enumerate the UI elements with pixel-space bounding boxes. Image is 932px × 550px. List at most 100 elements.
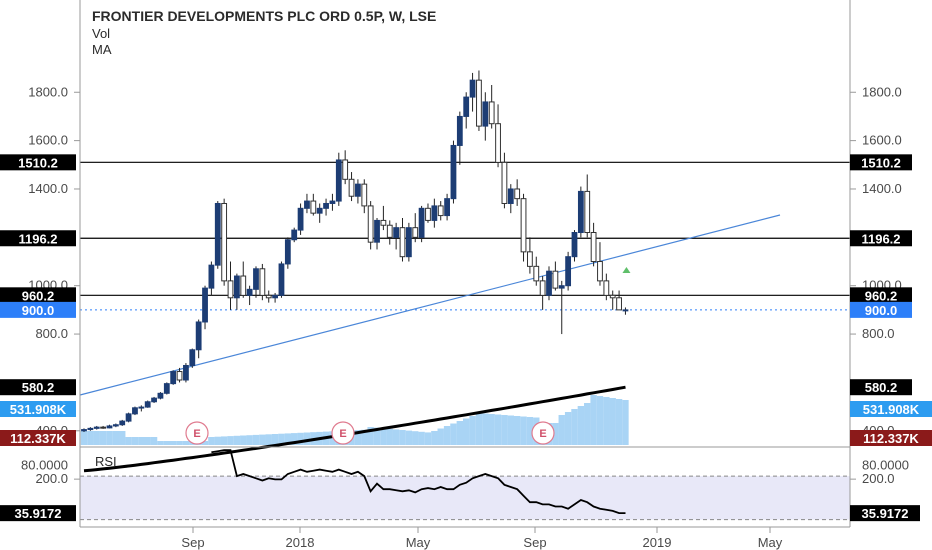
candle-up[interactable]	[189, 349, 196, 366]
earnings-marker[interactable]	[185, 421, 209, 445]
candle-down[interactable]	[425, 207, 431, 221]
candle-down[interactable]	[412, 227, 419, 238]
candle-down[interactable]	[552, 270, 559, 289]
candle-up[interactable]	[112, 424, 119, 427]
candle-down[interactable]	[240, 275, 247, 296]
trend-line[interactable]	[79, 214, 781, 396]
candle-down[interactable]	[361, 183, 368, 207]
volume-label-right: 531.908K	[863, 402, 920, 417]
candle-down[interactable]	[342, 159, 349, 180]
volume-indicator-label[interactable]: Vol	[92, 26, 110, 41]
candle-down[interactable]	[100, 426, 107, 429]
candle-up[interactable]	[183, 364, 189, 381]
candle-down[interactable]	[527, 251, 533, 267]
candle-up[interactable]	[208, 264, 215, 289]
price-label-left-bg	[0, 301, 76, 318]
candle-down[interactable]	[584, 190, 591, 234]
candle-up[interactable]	[571, 232, 578, 258]
candle-down[interactable]	[514, 188, 521, 200]
candle-up[interactable]	[278, 263, 285, 296]
candle-up[interactable]	[374, 219, 380, 243]
candle-up[interactable]	[195, 321, 202, 351]
candle-up[interactable]	[444, 198, 450, 217]
candle-up[interactable]	[316, 207, 323, 214]
candle-up[interactable]	[144, 401, 151, 408]
candle-up[interactable]	[463, 96, 470, 117]
candle-up[interactable]	[507, 188, 514, 204]
candle-down[interactable]	[520, 198, 527, 253]
candle-down[interactable]	[348, 178, 355, 197]
rsi-pane[interactable]: RSI	[80, 449, 850, 521]
candle-down[interactable]	[603, 280, 610, 296]
candle-down[interactable]	[310, 200, 317, 214]
candle-up[interactable]	[125, 413, 132, 422]
candle-up[interactable]	[558, 285, 565, 289]
candle-down[interactable]	[488, 101, 495, 125]
candle-up[interactable]	[202, 287, 208, 323]
earnings-marker[interactable]	[331, 421, 355, 445]
candle-up[interactable]	[405, 227, 412, 258]
candle-up[interactable]	[138, 406, 145, 409]
candle-down[interactable]	[380, 219, 387, 226]
candle-down[interactable]	[176, 371, 183, 381]
volume-bar	[437, 428, 444, 445]
candle-up[interactable]	[119, 420, 126, 426]
candle-down[interactable]	[399, 227, 406, 258]
candle-down[interactable]	[437, 205, 444, 217]
candle-up[interactable]	[393, 227, 400, 238]
candle-up[interactable]	[335, 159, 342, 202]
candle-down[interactable]	[609, 294, 616, 299]
candle-down[interactable]	[539, 280, 546, 296]
candle-up[interactable]	[482, 101, 489, 127]
candle-up[interactable]	[151, 397, 157, 403]
ma-indicator-label[interactable]: MA	[92, 42, 112, 57]
candle-up[interactable]	[431, 205, 438, 221]
candle-down[interactable]	[367, 205, 374, 243]
candle-up[interactable]	[246, 288, 253, 296]
candle-up[interactable]	[214, 202, 221, 266]
candle-up[interactable]	[233, 275, 240, 299]
candle-up[interactable]	[297, 207, 304, 231]
candle-up[interactable]	[163, 383, 170, 394]
candle-up[interactable]	[272, 294, 279, 299]
candle-down[interactable]	[495, 123, 501, 163]
candle-up[interactable]	[329, 200, 336, 204]
candle-down[interactable]	[265, 294, 272, 299]
candle-up[interactable]	[355, 183, 361, 197]
candle-up[interactable]	[577, 190, 584, 234]
candle-up[interactable]	[291, 229, 298, 241]
candle-up[interactable]	[106, 425, 113, 429]
candle-up[interactable]	[456, 115, 463, 146]
candle-down[interactable]	[616, 297, 622, 311]
candle-down[interactable]	[227, 280, 234, 299]
candle-up[interactable]	[284, 239, 291, 265]
candle-up[interactable]	[253, 268, 259, 290]
candle-up[interactable]	[565, 256, 572, 287]
candle-up[interactable]	[93, 426, 100, 429]
volume-bar	[475, 413, 483, 445]
candle-up[interactable]	[304, 200, 310, 209]
candle-up[interactable]	[323, 202, 329, 209]
candle-up[interactable]	[450, 144, 457, 200]
candle-up[interactable]	[469, 79, 476, 98]
candle-up[interactable]	[157, 392, 164, 399]
candle-up[interactable]	[87, 427, 94, 431]
volume-bar	[584, 403, 591, 445]
candle-down[interactable]	[501, 161, 508, 204]
candle-up[interactable]	[132, 407, 138, 415]
candle-up[interactable]	[170, 371, 177, 385]
candle-up[interactable]	[546, 270, 552, 296]
candle-down[interactable]	[590, 232, 597, 263]
candle-down[interactable]	[476, 79, 482, 127]
earnings-marker[interactable]	[531, 421, 555, 445]
candle-up[interactable]	[418, 207, 425, 238]
candle-up[interactable]	[81, 429, 87, 432]
candle-down[interactable]	[221, 202, 228, 282]
candle-down[interactable]	[259, 268, 266, 296]
candle-down[interactable]	[533, 265, 540, 282]
price-label-left: 1510.2	[18, 155, 58, 170]
candle-up[interactable]	[622, 309, 629, 312]
candle-down[interactable]	[386, 224, 393, 238]
candle-down[interactable]	[597, 261, 603, 282]
